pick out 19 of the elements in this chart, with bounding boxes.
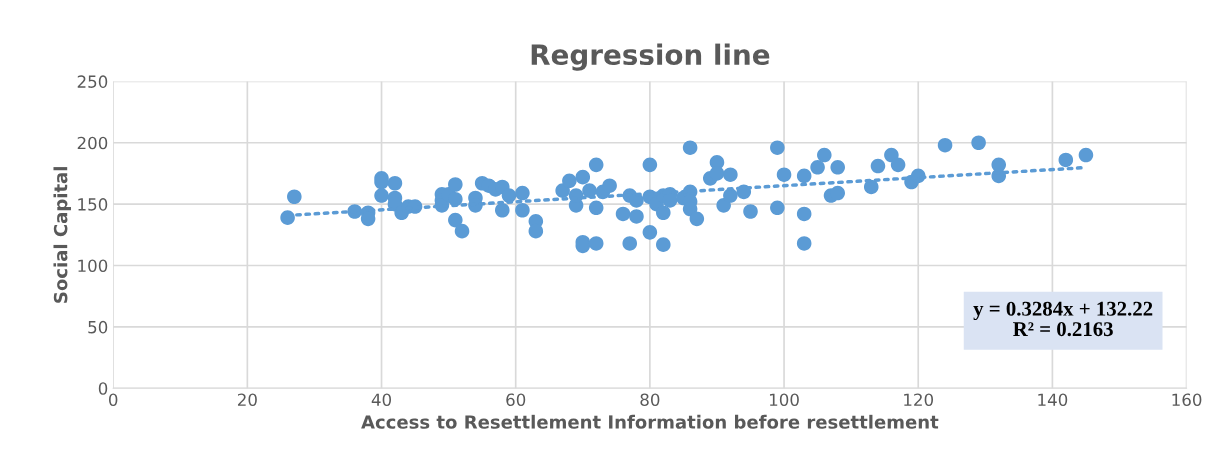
y-tick-label: 0 xyxy=(98,382,108,395)
chart-title: Regression line xyxy=(531,43,770,71)
annotation: y = 0.3284x + 132.22 R² = 0.2163 xyxy=(973,301,1153,337)
x-tick-label: 40 xyxy=(371,393,392,407)
x-tick-label: 60 xyxy=(506,393,526,407)
x-tick-label: 160 xyxy=(1172,393,1202,407)
y-tick-label: 200 xyxy=(77,136,108,150)
x-tick-label: 100 xyxy=(769,393,799,407)
x-tick-label: 80 xyxy=(640,393,660,407)
x-tick-label: 120 xyxy=(904,393,934,407)
y-tick-label: 150 xyxy=(78,198,108,211)
x-axis-title: Access to Resettlement Information before resettlement xyxy=(361,414,939,429)
y-tick-label: 100 xyxy=(78,259,108,273)
x-tick-label: 140 xyxy=(1038,393,1068,407)
y-tick-label: 50 xyxy=(88,320,108,334)
x-tick-label: 20 xyxy=(237,393,257,407)
y-axis-title: Social Capital xyxy=(53,167,71,303)
y-tick-label: 250 xyxy=(77,75,108,88)
x-tick-label: 0 xyxy=(108,393,118,407)
